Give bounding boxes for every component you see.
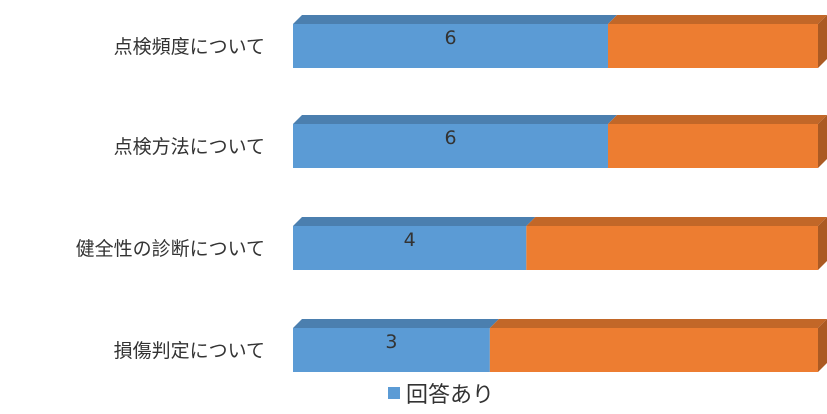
bar-top-face — [608, 115, 827, 124]
bar-segment — [608, 115, 827, 168]
bar-segment — [526, 217, 827, 270]
category-label: 健全性の診断について — [76, 238, 265, 260]
bar-front-face — [293, 226, 527, 270]
chart-legend: 回答あり — [388, 378, 494, 408]
data-label: 4 — [404, 229, 416, 251]
legend-swatch — [388, 387, 400, 399]
legend-label: 回答あり — [406, 383, 495, 408]
bar-side-face — [818, 115, 827, 168]
bar-segment — [489, 319, 827, 372]
data-label: 6 — [444, 127, 456, 149]
bar-segment — [608, 15, 827, 68]
bar-front-face — [608, 124, 818, 168]
bar-top-face — [608, 15, 827, 24]
bar-front-face — [489, 328, 818, 372]
bar-front-face — [293, 24, 608, 68]
category-label: 点検方法について — [114, 136, 265, 158]
category-label: 点検頻度について — [114, 36, 265, 58]
bar-top-face — [489, 319, 827, 328]
bar-front-face — [526, 226, 818, 270]
bar-side-face — [818, 319, 827, 372]
bar-front-face — [608, 24, 818, 68]
bar-side-face — [818, 15, 827, 68]
bar-segment — [293, 319, 499, 372]
bar-front-face — [293, 328, 490, 372]
bar-top-face — [293, 319, 499, 328]
bar-top-face — [293, 15, 617, 24]
bar-segment — [293, 115, 617, 168]
bar-segment — [293, 217, 536, 270]
data-label: 3 — [385, 331, 397, 353]
bar-top-face — [293, 115, 617, 124]
bar-front-face — [293, 124, 608, 168]
data-label: 6 — [444, 27, 456, 49]
category-label: 損傷判定について — [114, 340, 265, 362]
bar-segment — [293, 15, 617, 68]
bar-top-face — [293, 217, 536, 226]
bar-top-face — [526, 217, 827, 226]
bar-side-face — [818, 217, 827, 270]
